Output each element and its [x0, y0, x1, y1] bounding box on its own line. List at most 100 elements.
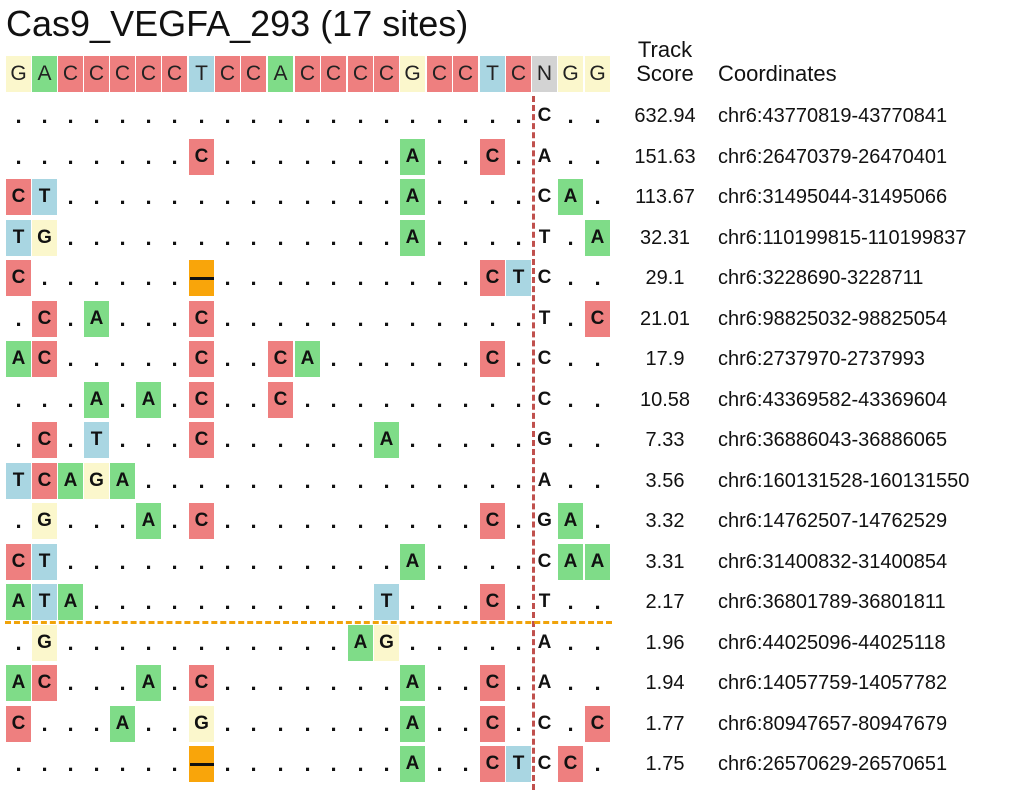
match-dot: . — [558, 665, 583, 701]
match-dot: . — [58, 746, 83, 782]
match-dot-glyph: . — [224, 670, 231, 695]
match-dot: . — [110, 260, 135, 296]
mismatch-base: C — [537, 267, 552, 288]
match-dot-glyph: . — [277, 427, 284, 452]
match-dot-glyph: . — [383, 346, 390, 371]
match-dot-glyph: . — [515, 224, 522, 250]
match-dot-glyph: . — [462, 265, 469, 290]
track-score-header-line2: Score — [636, 61, 694, 86]
match-dot-glyph: . — [567, 589, 574, 614]
mismatch-base: A — [6, 584, 31, 620]
match-dot-glyph: . — [304, 305, 311, 331]
match-dot-glyph: . — [277, 143, 284, 169]
match-dot: . — [241, 746, 266, 782]
mismatch-base: C — [32, 665, 57, 701]
mismatch-base: A — [400, 665, 425, 701]
match-dot: . — [585, 179, 610, 215]
match-dot: . — [321, 584, 346, 620]
mismatch-base: C — [480, 665, 505, 701]
match-dot: . — [6, 746, 31, 782]
match-dot-glyph: . — [198, 103, 205, 128]
match-dot: . — [427, 98, 452, 134]
match-dot-glyph: . — [277, 224, 284, 250]
match-dot: . — [189, 584, 214, 620]
match-dot: . — [400, 625, 425, 661]
mismatch-base: C — [537, 753, 552, 774]
match-dot: . — [506, 179, 531, 215]
match-dot-glyph: . — [462, 751, 469, 776]
match-dot-glyph: . — [250, 265, 257, 290]
match-dot: . — [427, 220, 452, 256]
match-dot-glyph: . — [462, 710, 469, 736]
match-dot: . — [427, 625, 452, 661]
reference-base: C — [58, 56, 83, 92]
match-dot-glyph: . — [594, 103, 601, 128]
match-dot: . — [585, 625, 610, 661]
reference-base: C — [506, 56, 531, 92]
match-dot: . — [241, 260, 266, 296]
coordinates: chr6:2737970-2737993 — [718, 348, 925, 370]
match-dot-glyph: . — [594, 386, 601, 412]
track-score: 3.56 — [645, 469, 685, 492]
match-dot-glyph: . — [171, 224, 178, 250]
match-dot: . — [453, 665, 478, 701]
match-dot: . — [58, 179, 83, 215]
match-dot: . — [453, 584, 478, 620]
match-dot-glyph: . — [409, 589, 416, 614]
match-dot-glyph: . — [462, 143, 469, 169]
match-dot: . — [348, 260, 373, 296]
match-dot-glyph: . — [357, 751, 364, 776]
match-dot: . — [215, 503, 240, 539]
match-dot: . — [295, 301, 320, 337]
mismatch-base: C — [6, 179, 31, 215]
match-dot-glyph: . — [119, 305, 126, 331]
match-dot: . — [506, 98, 531, 134]
match-dot: . — [453, 706, 478, 742]
match-dot-glyph: . — [594, 184, 601, 209]
match-dot-glyph: . — [93, 184, 100, 209]
match-dot: . — [215, 98, 240, 134]
match-dot-glyph: . — [330, 305, 337, 331]
match-dot: . — [453, 463, 478, 499]
mismatch-base: A — [348, 624, 373, 661]
match-dot-glyph: . — [171, 670, 178, 695]
match-dot-glyph: . — [383, 103, 390, 128]
match-dot: . — [215, 139, 240, 175]
match-dot-glyph: . — [330, 103, 337, 128]
match-dot: . — [215, 463, 240, 499]
match-dot: . — [58, 544, 83, 580]
reference-base: C — [321, 56, 346, 92]
match-dot: . — [32, 98, 57, 134]
match-dot-glyph: . — [171, 103, 178, 128]
match-dot-glyph: . — [277, 548, 284, 574]
match-dot: . — [374, 179, 399, 215]
mismatch-base: G — [32, 219, 57, 256]
match-dot-glyph: . — [409, 103, 416, 128]
match-dot-glyph: . — [304, 670, 311, 695]
match-dot-glyph: . — [67, 670, 74, 695]
reference-base: A — [268, 56, 293, 92]
match-dot-glyph: . — [489, 629, 496, 655]
match-dot-glyph: . — [383, 305, 390, 331]
mismatch-base: A — [110, 462, 135, 499]
match-dot-glyph: . — [15, 386, 22, 412]
mismatch-base: C — [537, 712, 552, 734]
match-dot-glyph: . — [515, 670, 522, 695]
match-dot: . — [295, 544, 320, 580]
match-dot-glyph: . — [145, 751, 152, 776]
match-dot: . — [480, 301, 505, 337]
match-dot-glyph: . — [171, 548, 178, 574]
match-dot-glyph: . — [304, 467, 311, 493]
match-dot-glyph: . — [594, 346, 601, 371]
match-dot: . — [241, 98, 266, 134]
match-dot-glyph: . — [462, 589, 469, 614]
match-dot: . — [58, 301, 83, 337]
mismatch-base: C — [189, 381, 214, 418]
match-dot: . — [84, 139, 109, 175]
match-dot: . — [136, 706, 161, 742]
match-dot-glyph: . — [594, 265, 601, 290]
match-dot-glyph: . — [436, 265, 443, 290]
match-dot: . — [453, 98, 478, 134]
match-dot-glyph: . — [277, 467, 284, 493]
match-dot: . — [321, 98, 346, 134]
